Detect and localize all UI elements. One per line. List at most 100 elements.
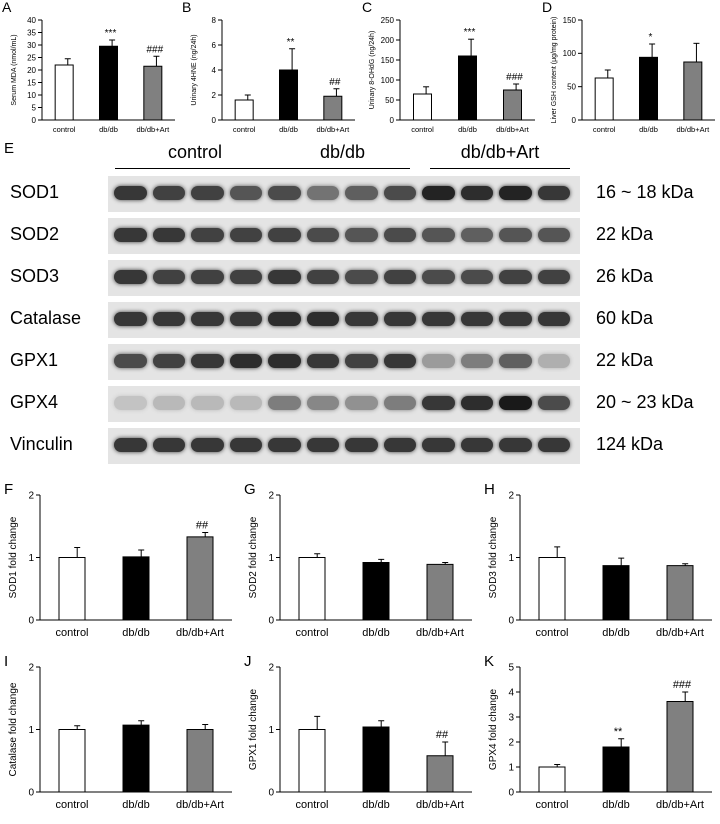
y-axis-label: SOD2 fold change xyxy=(248,516,259,598)
x-tick-label: db/db xyxy=(602,627,630,639)
y-tick-label: 0 xyxy=(32,116,37,125)
blot-band xyxy=(383,186,416,200)
blot-band xyxy=(229,396,262,410)
y-axis-label: SOD3 fold change xyxy=(488,516,499,598)
blot-band xyxy=(229,270,262,284)
blot-band xyxy=(114,354,147,368)
blot-label-catalase: Catalase xyxy=(10,308,82,328)
blot-band xyxy=(191,270,224,284)
y-tick-label: 2 xyxy=(508,491,514,502)
group-label-dbdb: db/db xyxy=(319,142,366,162)
bar-F-2 xyxy=(186,536,214,621)
blot-band xyxy=(268,396,301,410)
y-tick-label: 0 xyxy=(212,116,217,125)
group-line-dbdb xyxy=(275,168,410,169)
blot-band xyxy=(422,270,455,284)
bar-A-2 xyxy=(143,65,163,121)
blot-band xyxy=(229,228,262,242)
western-blot-panel: E control db/db db/db+Art SOD1 16 ~ 18 kD… xyxy=(0,140,720,470)
significance-label: ### xyxy=(506,72,523,83)
significance-label: ## xyxy=(196,520,209,532)
y-tick-label: 4 xyxy=(508,688,514,699)
x-tick-label: control xyxy=(593,125,616,134)
blot-band xyxy=(114,312,147,326)
bar-F-1 xyxy=(122,556,150,621)
blot-band xyxy=(537,438,570,452)
blot-band xyxy=(152,438,185,452)
blot-band xyxy=(191,438,224,452)
blot-band xyxy=(537,354,570,368)
y-tick-label: 25 xyxy=(27,53,36,62)
y-tick-label: 1 xyxy=(28,725,34,736)
y-tick-label: 2 xyxy=(28,663,34,674)
x-tick-label: db/db+Art xyxy=(416,799,464,811)
bar-D-0 xyxy=(594,77,614,121)
y-tick-label: 1 xyxy=(508,553,514,564)
chart-B: B 0 2 4 6 8 Urinary 4HNE (ng/24h) control db/db *… xyxy=(182,0,355,134)
y-axis-label: GPX1 fold change xyxy=(248,688,259,770)
x-tick-label: db/db xyxy=(99,125,118,134)
blot-band xyxy=(268,438,301,452)
bar-D-1 xyxy=(639,56,658,121)
x-tick-label: control xyxy=(535,799,568,811)
blot-band xyxy=(499,312,532,326)
y-tick-label: 40 xyxy=(27,16,36,25)
blot-band xyxy=(152,312,185,326)
y-tick-label: 150 xyxy=(563,16,577,25)
y-tick-label: 2 xyxy=(268,663,274,674)
blot-band xyxy=(191,228,224,242)
y-axis-label: Liver GSH content (μg/mg protein) xyxy=(551,17,558,124)
group-label-control: control xyxy=(167,142,223,162)
blot-band xyxy=(345,186,378,200)
significance-label: ## xyxy=(436,729,449,741)
y-tick-label: 1 xyxy=(28,553,34,564)
bar-H-1 xyxy=(602,565,630,621)
bar-J-0 xyxy=(298,729,326,793)
bar-H-0 xyxy=(538,557,566,621)
blot-band xyxy=(499,438,532,452)
blot-band xyxy=(422,312,455,326)
chart-F: F 0 1 2 SOD1 fold change control db/db db/db+Ar… xyxy=(4,481,232,639)
blot-band xyxy=(422,438,455,452)
x-tick-label: db/db xyxy=(122,627,150,639)
chart-I: I 0 1 2 Catalase fold change control db/db db/d… xyxy=(4,653,232,811)
blot-band xyxy=(345,354,378,368)
y-tick-label: 0 xyxy=(508,788,514,799)
blot-band xyxy=(537,270,570,284)
blot-band xyxy=(114,186,147,200)
x-tick-label: db/db xyxy=(279,125,298,134)
x-tick-label: db/db+Art xyxy=(136,125,170,134)
x-tick-label: db/db xyxy=(458,125,477,134)
blot-band xyxy=(268,354,301,368)
y-tick-label: 1 xyxy=(508,763,514,774)
x-tick-label: control xyxy=(295,627,328,639)
x-tick-label: control xyxy=(411,125,434,134)
blot-band xyxy=(114,438,147,452)
blot-band xyxy=(114,396,147,410)
y-tick-label: 200 xyxy=(381,36,395,45)
blot-band xyxy=(460,438,493,452)
y-tick-label: 50 xyxy=(385,96,394,105)
group-line-control xyxy=(115,168,275,169)
x-tick-label: db/db+Art xyxy=(656,627,704,639)
panel-letter-D: D xyxy=(542,0,552,15)
y-tick-label: 20 xyxy=(27,66,36,75)
y-tick-label: 2 xyxy=(28,491,34,502)
blot-band xyxy=(499,354,532,368)
blot-band xyxy=(306,270,339,284)
blot-band xyxy=(306,438,339,452)
blot-band xyxy=(383,312,416,326)
bar-B-2 xyxy=(323,95,343,121)
x-tick-label: db/db xyxy=(639,125,658,134)
panel-letter-F: F xyxy=(4,481,13,498)
bar-C-2 xyxy=(503,89,522,121)
chart-C: C 0 50 100 150 200 250 Urinary 8-OHdG (ng/24h) c… xyxy=(362,0,535,134)
blot-kda-sod2: 22 kDa xyxy=(596,224,654,244)
y-tick-label: 0 xyxy=(28,616,34,627)
blot-kda-gpx1: 22 kDa xyxy=(596,350,654,370)
significance-label: ### xyxy=(146,44,163,55)
blot-band xyxy=(229,438,262,452)
y-tick-label: 35 xyxy=(27,28,36,37)
chart-J: J 0 1 2 GPX1 fold change control db/db db/db+Ar… xyxy=(244,653,472,811)
y-tick-label: 250 xyxy=(381,16,395,25)
